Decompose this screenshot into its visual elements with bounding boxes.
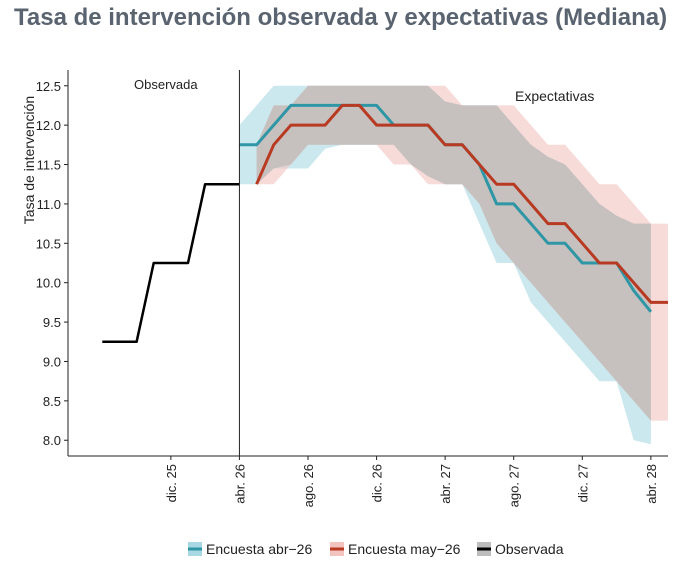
x-tick-label: dic. 25 — [164, 464, 179, 502]
annotation-observada: Observada — [134, 77, 198, 92]
y-tick-label: 10.5 — [36, 236, 61, 251]
annotation-expectativas: Expectativas — [515, 88, 594, 104]
x-tick-label: abr. 26 — [232, 464, 247, 504]
y-tick-label: 11.5 — [37, 158, 61, 173]
y-axis-label: Tasa de intervención — [21, 96, 37, 224]
bands-layer — [239, 85, 668, 445]
lines-layer — [102, 103, 668, 344]
legend-label: Encuesta abr−26 — [206, 541, 312, 557]
x-tick-label: dic. 26 — [370, 464, 385, 502]
axes-layer: 8.0 8.5 9.0 9.5 10.0 10.5 11.0 11.5 12.0 12.5 dic.… — [36, 70, 668, 507]
y-tick-label: 11.0 — [37, 197, 61, 212]
y-tick-label: 12.5 — [36, 79, 61, 94]
x-tick-label: abr. 28 — [644, 464, 659, 504]
legend-label: Encuesta may−26 — [348, 541, 461, 557]
y-tick-label: 9.0 — [43, 354, 61, 369]
x-tick-label: dic. 27 — [575, 464, 590, 502]
x-tick-label: ago. 26 — [301, 464, 316, 507]
legend-label: Observada — [495, 541, 564, 557]
y-tick-label: 8.5 — [43, 394, 61, 409]
y-tick-label: 9.5 — [43, 315, 61, 330]
y-tick-label: 8.0 — [43, 433, 61, 448]
series-line-0 — [102, 182, 240, 344]
band-overlap — [256, 85, 651, 421]
legend: Encuesta abr−26 Encuesta may−26 Observada — [188, 541, 564, 557]
y-tick-label: 10.0 — [36, 276, 61, 291]
x-tick-label: abr. 27 — [438, 464, 453, 504]
x-tick-label: ago. 27 — [507, 464, 522, 507]
series-line-2 — [255, 103, 668, 304]
chart-title: Tasa de intervención observada y expecta… — [14, 4, 668, 31]
y-tick-label: 12.0 — [36, 118, 61, 133]
